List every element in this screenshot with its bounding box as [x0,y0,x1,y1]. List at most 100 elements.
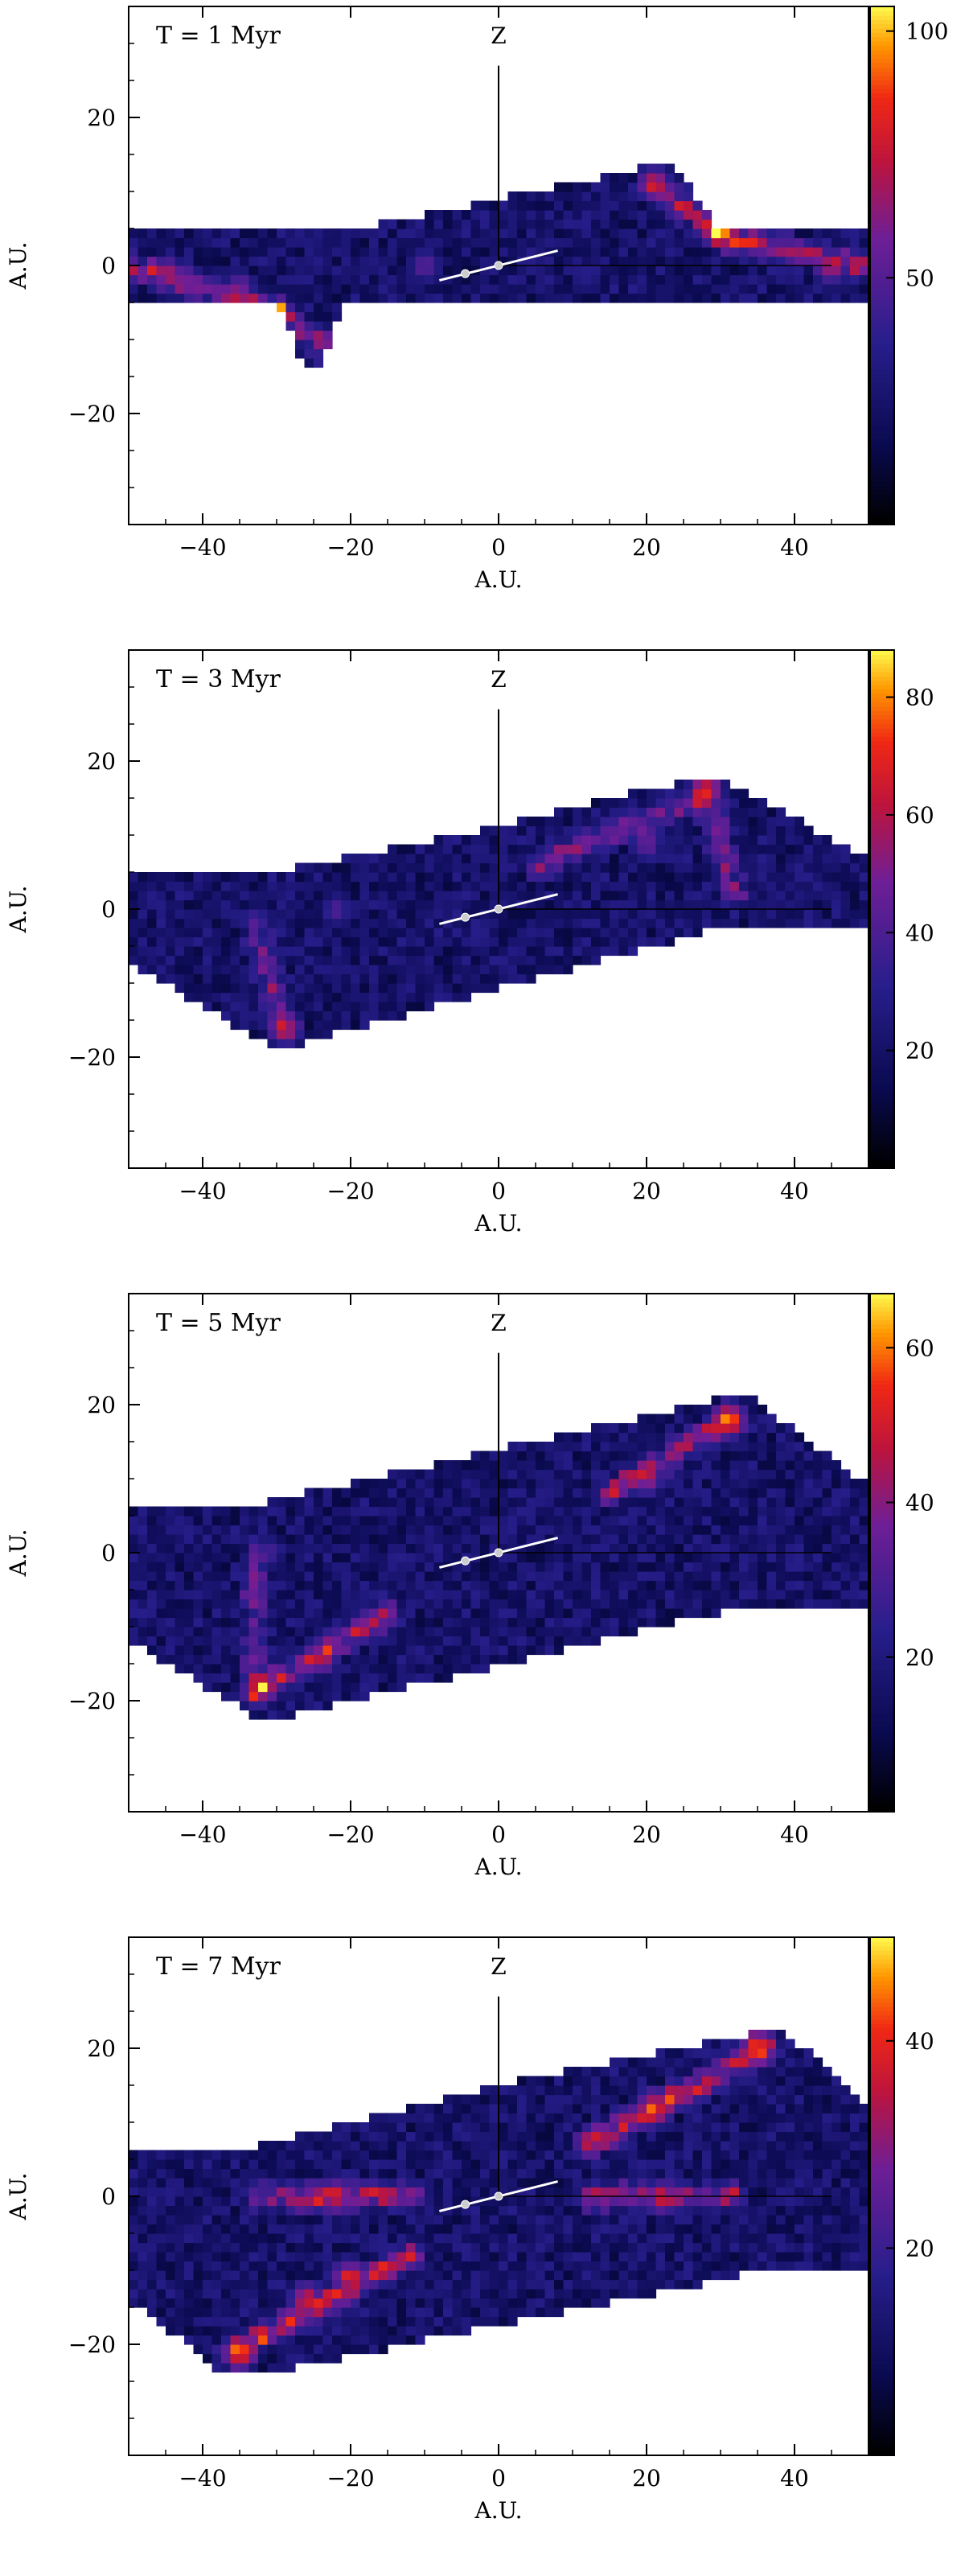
colorbar-segment [870,217,894,224]
heatmap-cell [776,247,786,257]
heatmap-cell [332,2159,343,2170]
heatmap-cell [433,973,444,984]
heatmap-cell [425,881,435,891]
heatmap-cell [277,1627,287,1637]
heatmap-cell [211,1627,222,1637]
heatmap-cell [674,265,684,276]
heatmap-cell [166,2196,176,2207]
heatmap-cell [581,835,592,846]
heatmap-cell [415,909,425,920]
heatmap-cell [433,1553,444,1563]
heatmap-cell [766,237,777,248]
heatmap-cell [813,1469,823,1479]
heatmap-cell [822,1543,832,1553]
heatmap-cell [739,1497,749,1508]
heatmap-cell [341,256,351,266]
heatmap-cell [803,1488,814,1498]
heatmap-cell [600,274,610,285]
heatmap-cell [655,817,666,827]
heatmap-cell [748,825,758,836]
heatmap-cell [285,946,296,957]
colorbar-segment [870,1008,894,1014]
colorbar-segment [870,321,894,327]
heatmap-cell [314,1516,324,1526]
heatmap-cell [378,1590,388,1600]
heatmap-cell [415,1506,425,1516]
heatmap-cell [443,210,454,220]
heatmap-cell [184,2335,195,2345]
heatmap-cell [267,2159,277,2170]
heatmap-cell [388,1654,398,1665]
heatmap-cell [729,1516,740,1526]
heatmap-cell [295,1543,306,1553]
heatmap-cell [766,265,777,276]
heatmap-cell [850,854,860,864]
heatmap-cell [332,1525,343,1535]
heatmap-cell [840,1479,851,1489]
heatmap-cell [175,2233,185,2244]
heatmap-cell [388,862,398,873]
heatmap-cell [785,1553,795,1563]
heatmap-cell [573,219,583,229]
heatmap-cell [314,1654,324,1665]
heatmap-cell [766,1534,777,1545]
heatmap-cell [711,1516,721,1526]
heatmap-cell [147,881,158,891]
heatmap-cell [388,1617,398,1627]
heatmap-cell [684,798,694,809]
heatmap-cell [563,844,573,854]
heatmap-cell [563,1451,573,1461]
heatmap-cell [230,1645,240,1656]
heatmap-cell [406,1590,417,1600]
heatmap-cell [684,1608,694,1619]
heatmap-cell [359,237,370,248]
x-axis-label: A.U. [474,1210,522,1237]
heatmap-cell [563,881,573,891]
heatmap-cell [285,2353,296,2364]
heatmap-cell [489,983,499,994]
heatmap-cell [573,1543,583,1553]
heatmap-cell [193,2242,203,2253]
heatmap-cell [628,1608,639,1619]
heatmap-cell [655,872,666,883]
heatmap-cell [129,2279,139,2290]
heatmap-cell [341,1599,351,1609]
colorbar-segment [870,866,894,871]
colorbar-segment [870,1586,894,1593]
heatmap-cell [618,265,629,276]
heatmap-cell [758,1506,768,1516]
heatmap-cell [415,1488,425,1498]
heatmap-cell [702,1488,712,1498]
heatmap-cell [610,1460,620,1471]
heatmap-cell [573,835,583,846]
heatmap-cell [795,1516,805,1526]
heatmap-cell [388,955,398,965]
heatmap-cell [462,1516,472,1526]
heatmap-cell [258,2307,269,2318]
heatmap-cell [499,293,509,303]
heatmap-cell [341,237,351,248]
heatmap-cell [859,1562,869,1572]
heatmap-cell [581,909,592,920]
heatmap-cell [655,928,666,938]
heatmap-cell [554,825,565,836]
heatmap-cell [554,1543,565,1553]
heatmap-cell [795,844,805,854]
heatmap-cell [822,1599,832,1609]
heatmap-cell [637,182,647,192]
heatmap-cell [517,237,528,248]
heatmap-cell [193,2233,203,2244]
heatmap-cell [322,2335,333,2345]
heatmap-cell [396,891,407,901]
heatmap-cell [211,2252,222,2262]
colorbar-segment [870,900,894,906]
heatmap-cell [758,909,768,920]
heatmap-cell [175,2150,185,2160]
heatmap-cell [610,807,620,817]
heatmap-cell [554,1636,565,1646]
heatmap-cell [665,1516,676,1526]
heatmap-cell [581,928,592,938]
heatmap-cell [396,992,407,1002]
heatmap-cell [433,1479,444,1489]
colorbar-segment [870,88,894,94]
